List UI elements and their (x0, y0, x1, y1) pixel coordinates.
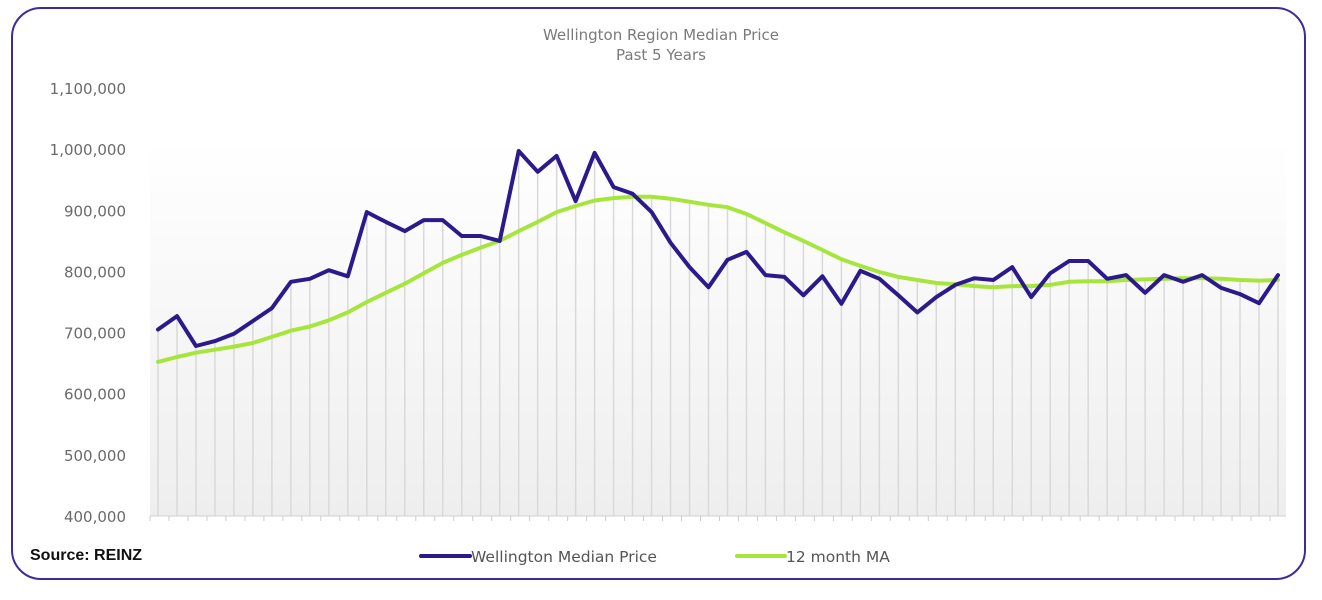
chart-frame (11, 7, 1306, 580)
y-tick-label: 800,000 (64, 263, 126, 281)
y-tick-label: 1,100,000 (50, 80, 126, 98)
source-label: Source: REINZ (30, 547, 143, 564)
plot-background (150, 140, 1286, 516)
chart-title: Wellington Region Median Price (543, 26, 779, 44)
y-tick-label: 900,000 (64, 202, 126, 220)
y-tick-label: 1,000,000 (50, 141, 126, 159)
x-axis (149, 515, 1286, 521)
drop-lines (157, 150, 1279, 516)
series-lines (156, 149, 1280, 364)
chart-subtitle: Past 5 Years (616, 46, 706, 64)
y-tick-label: 400,000 (64, 508, 126, 526)
legend: Wellington Median Price 12 month MA (419, 548, 890, 566)
y-axis: 400,000 500,000 600,000 700,000 800,000 900,0… (50, 80, 126, 526)
series-line-12-month-ma (156, 194, 1280, 364)
legend-label-ma: 12 month MA (786, 548, 890, 566)
y-tick-label: 600,000 (64, 386, 126, 404)
y-tick-label: 500,000 (64, 447, 126, 465)
y-tick-label: 700,000 (64, 325, 126, 343)
legend-label-median: Wellington Median Price (471, 548, 657, 566)
series-line-median-price (156, 149, 1280, 348)
